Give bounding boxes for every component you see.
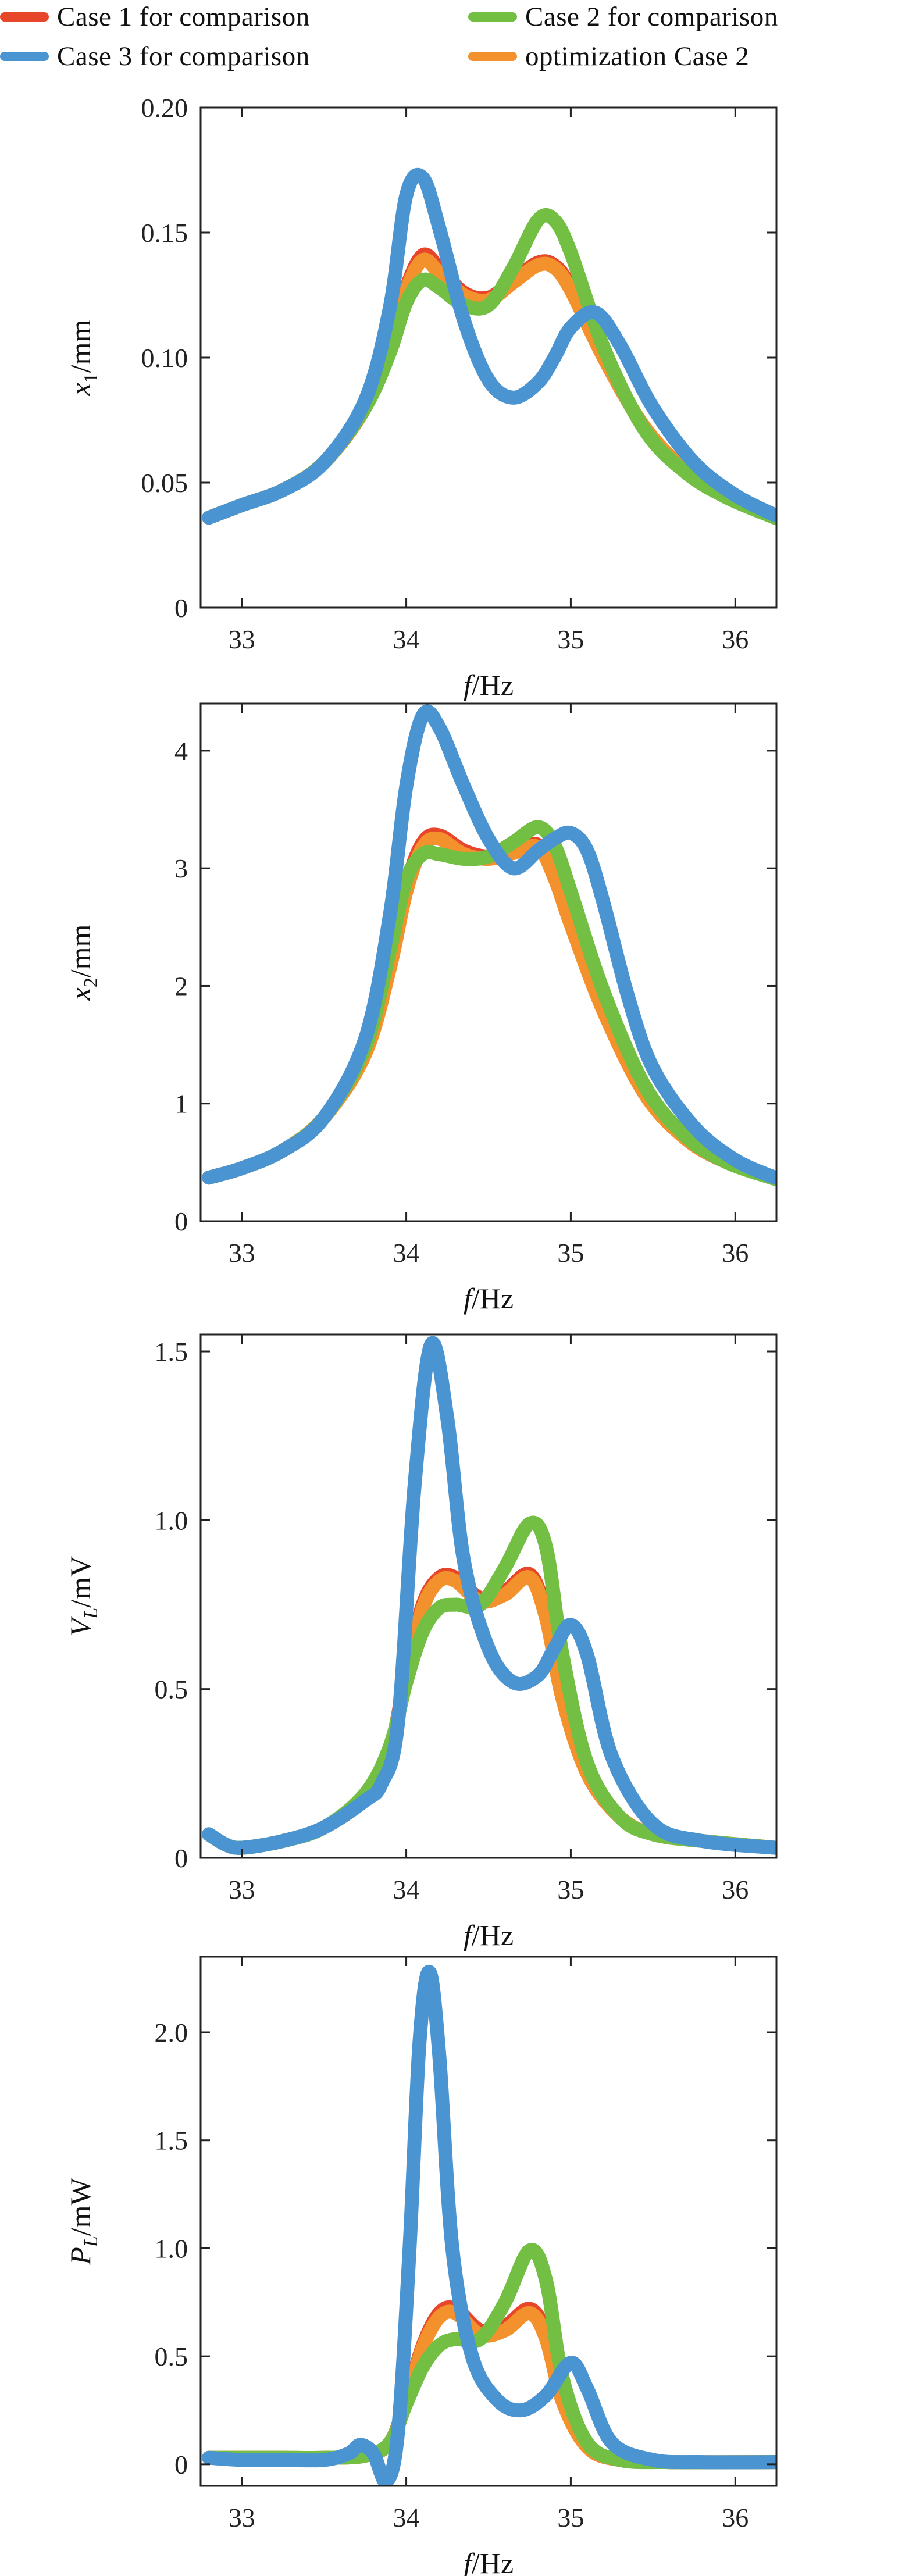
x-tick-label: 35 — [557, 625, 584, 654]
chart-legend: Case 1 for comparison Case 2 for compari… — [0, 0, 916, 81]
vl-chart: 33 34 35 36 0 0.5 1.0 1.5 f/Hz VL/mV — [64, 1333, 778, 1951]
x-tick-label: 35 — [557, 2503, 584, 2532]
y-tick-label: 0.10 — [141, 343, 188, 373]
x-tick-label: 36 — [722, 1238, 749, 1268]
x-tick-label: 34 — [393, 625, 420, 654]
series-group — [202, 167, 776, 525]
x-axis-label: f/Hz — [464, 669, 514, 701]
y-axis-label: x1/mm — [64, 319, 102, 396]
x-axis-label: f/Hz — [464, 1919, 514, 1951]
plot-frame — [199, 1333, 778, 1859]
series-line-case3 — [202, 167, 776, 525]
x-tick-label: 34 — [393, 1238, 420, 1268]
x-tick-label: 35 — [557, 1875, 584, 1904]
y-tick-label: 0.15 — [141, 218, 188, 248]
series-line-case1 — [202, 1567, 776, 1855]
x-tick-label: 36 — [722, 1875, 749, 1904]
series-group — [202, 1964, 776, 2486]
series-group — [202, 704, 776, 1186]
series-line-case3 — [202, 1336, 776, 1855]
series-group — [202, 1336, 776, 1855]
x-tick-label: 33 — [229, 1238, 255, 1268]
legend-swatch-case2 — [468, 12, 517, 22]
y-tick-label: 0 — [174, 1207, 188, 1236]
series-line-case3 — [202, 1964, 776, 2486]
y-tick-label: 0 — [174, 2450, 188, 2479]
series-line-case3 — [202, 704, 776, 1185]
legend-label-optimization: optimization Case 2 — [525, 41, 750, 72]
x-tick-label: 33 — [229, 2503, 255, 2532]
series-line-optimization — [202, 1570, 776, 1855]
x-tick-label: 34 — [393, 2503, 420, 2532]
y-tick-label: 0 — [174, 1843, 188, 1873]
y-tick-label: 3 — [174, 854, 188, 883]
y-tick-label: 1.0 — [155, 1505, 188, 1535]
series-line-case2 — [202, 208, 776, 525]
y-tick-label: 4 — [174, 736, 188, 766]
y-tick-label: 1.5 — [155, 2126, 188, 2156]
x-tick-label: 34 — [393, 1875, 420, 1904]
y-tick-label: 1 — [174, 1089, 188, 1119]
x-axis-label: f/Hz — [464, 1282, 514, 1315]
x1-chart: 33 34 35 36 0 0.05 0.10 0.15 0.20 f/Hz x1/mm — [64, 93, 778, 701]
series-line-case2 — [202, 1515, 776, 1855]
y-tick-label: 1.5 — [155, 1337, 188, 1367]
y-tick-label: 0.20 — [141, 93, 188, 123]
legend-item-case1: Case 1 for comparison — [0, 1, 310, 33]
legend-label-case2: Case 2 for comparison — [525, 2, 778, 32]
y-tick-label: 2.0 — [155, 2018, 188, 2047]
x-tick-label: 36 — [722, 625, 749, 654]
series-line-case2 — [202, 2243, 776, 2470]
x-tick-label: 33 — [229, 625, 255, 654]
y-tick-label: 0.05 — [141, 468, 188, 498]
x-tick-label: 35 — [557, 1238, 584, 1268]
y-axis-label: VL/mV — [64, 1556, 102, 1636]
plot-frame — [199, 1956, 778, 2487]
x-axis-label: f/Hz — [464, 2547, 514, 2576]
legend-item-case3: Case 3 for comparison — [0, 41, 310, 72]
x-tick-label: 36 — [722, 2503, 749, 2532]
plot-frame — [199, 702, 778, 1222]
plot-frame — [199, 106, 778, 609]
y-tick-label: 2 — [174, 971, 188, 1001]
y-tick-label: 0 — [174, 593, 188, 623]
legend-swatch-optimization — [468, 52, 517, 61]
legend-item-optimization: optimization Case 2 — [468, 41, 749, 72]
pl-chart: 33 34 35 36 0 0.5 1.0 1.5 2.0 f/Hz PL/mW — [64, 1956, 778, 2576]
y-tick-label: 0.5 — [155, 1675, 188, 1704]
legend-swatch-case3 — [0, 52, 49, 61]
y-axis-label: PL/mW — [64, 2177, 102, 2265]
legend-swatch-case1 — [0, 12, 49, 22]
legend-label-case1: Case 1 for comparison — [57, 2, 310, 32]
y-tick-label: 0.5 — [155, 2342, 188, 2371]
legend-item-case2: Case 2 for comparison — [468, 1, 778, 33]
x-tick-label: 33 — [229, 1875, 255, 1904]
y-axis-label: x2/mm — [64, 924, 102, 1001]
y-tick-label: 1.0 — [155, 2234, 188, 2263]
legend-label-case3: Case 3 for comparison — [57, 41, 310, 72]
